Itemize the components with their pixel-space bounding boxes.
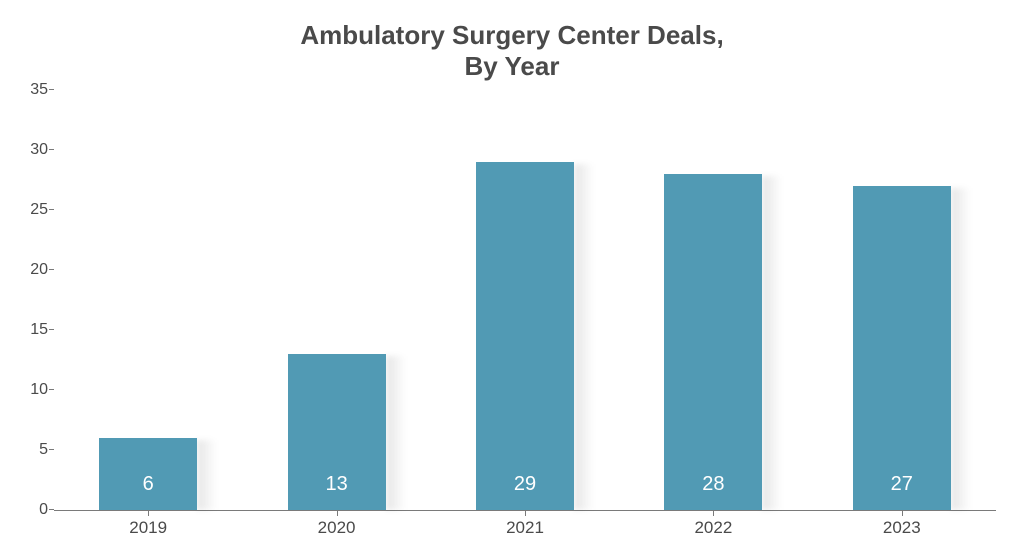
bar: 29	[476, 162, 574, 510]
chart-title: Ambulatory Surgery Center Deals, By Year	[20, 20, 1004, 81]
x-tick-mark	[713, 510, 714, 516]
bar-shadow	[197, 440, 217, 510]
y-tick-mark	[49, 389, 54, 390]
plot-area: 0510152025303520196202013202129202228202…	[54, 91, 996, 511]
y-tick-mark	[49, 269, 54, 270]
chart-container: Ambulatory Surgery Center Deals, By Year…	[0, 0, 1024, 553]
y-tick-mark	[49, 329, 54, 330]
y-tick-label: 20	[30, 261, 48, 279]
y-tick-mark	[49, 209, 54, 210]
bar: 27	[853, 186, 951, 510]
x-tick-mark	[148, 510, 149, 516]
x-tick-mark	[902, 510, 903, 516]
bar: 6	[99, 438, 197, 510]
bar-value-label: 13	[325, 473, 347, 496]
bar-shadow	[762, 176, 782, 510]
chart-title-line1: Ambulatory Surgery Center Deals,	[300, 20, 723, 50]
chart-area: 0510152025303520196202013202129202228202…	[20, 91, 1004, 546]
y-tick-label: 25	[30, 201, 48, 219]
y-tick-mark	[49, 509, 54, 510]
bar-value-label: 27	[891, 473, 913, 496]
x-tick-label: 2020	[318, 518, 356, 538]
bar-shadow	[386, 356, 406, 510]
y-tick-label: 15	[30, 321, 48, 339]
y-tick-label: 5	[39, 441, 48, 459]
y-tick-mark	[49, 149, 54, 150]
bar: 13	[288, 354, 386, 510]
y-tick-label: 30	[30, 141, 48, 159]
x-tick-label: 2019	[129, 518, 167, 538]
y-tick-label: 10	[30, 381, 48, 399]
y-tick-label: 35	[30, 81, 48, 99]
x-tick-mark	[337, 510, 338, 516]
x-tick-mark	[525, 510, 526, 516]
x-tick-label: 2022	[694, 518, 732, 538]
x-tick-label: 2023	[883, 518, 921, 538]
x-tick-label: 2021	[506, 518, 544, 538]
bar-shadow	[951, 188, 971, 510]
bar-value-label: 28	[702, 473, 724, 496]
bar: 28	[664, 174, 762, 510]
bar-shadow	[574, 164, 594, 510]
y-tick-mark	[49, 89, 54, 90]
y-tick-mark	[49, 449, 54, 450]
chart-title-line2: By Year	[465, 51, 560, 81]
y-tick-label: 0	[39, 501, 48, 519]
bar-value-label: 6	[143, 473, 154, 496]
bar-value-label: 29	[514, 473, 536, 496]
